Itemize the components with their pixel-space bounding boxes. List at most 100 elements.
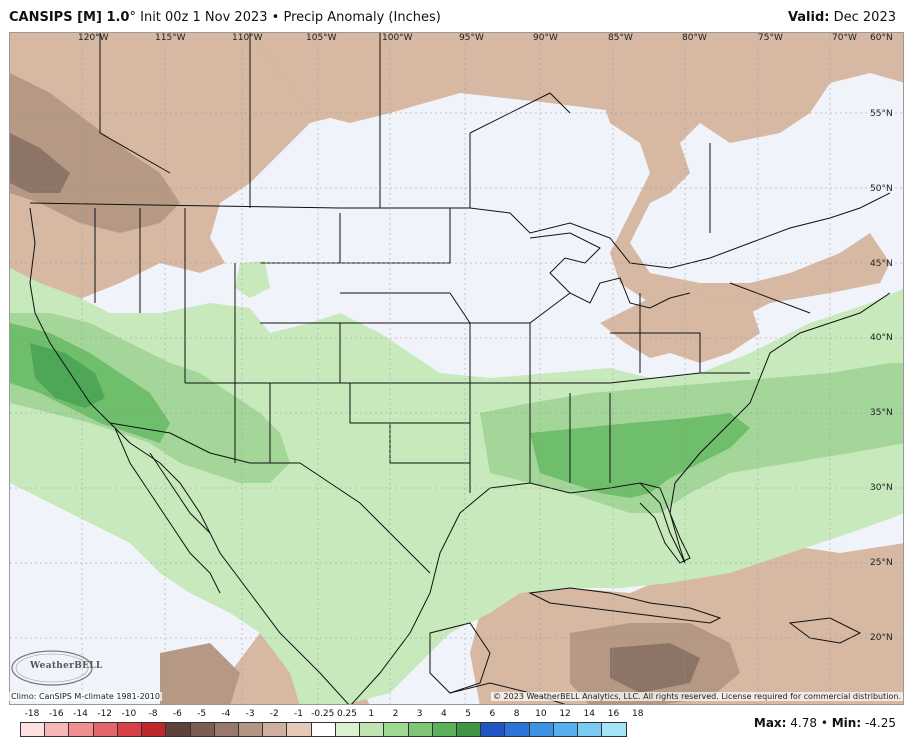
wet-great-plains bbox=[235, 261, 270, 298]
header-bar: CANSIPS [M] 1.0° Init 00z 1 Nov 2023 • P… bbox=[0, 0, 913, 32]
lat-label: 45°N bbox=[870, 259, 893, 269]
legend-tick-label: -0.25 bbox=[311, 709, 335, 719]
legend-tick-label: 6 bbox=[489, 709, 496, 719]
lat-label: 40°N bbox=[870, 333, 893, 343]
lon-label: 105°W bbox=[306, 33, 337, 43]
legend-tick-label: 12 bbox=[559, 709, 571, 719]
baja-california bbox=[114, 427, 221, 594]
legend-tick-label: 14 bbox=[583, 709, 596, 719]
wet-arizona bbox=[190, 393, 245, 433]
legend-tick-label: 0.25 bbox=[336, 709, 358, 719]
map-title: CANSIPS [M] 1.0° Init 00z 1 Nov 2023 • P… bbox=[9, 10, 441, 25]
legend-swatch bbox=[21, 723, 46, 736]
lon-label: 80°W bbox=[682, 33, 707, 43]
legend-tick-label: 8 bbox=[513, 709, 520, 719]
legend-tick-label: 16 bbox=[607, 709, 620, 719]
max-min-stats: Max: 4.78 • Min: -4.25 bbox=[754, 716, 896, 730]
legend-swatch bbox=[142, 723, 167, 736]
dry-caribbean-darker bbox=[610, 643, 700, 693]
legend-tick-label: 5 bbox=[465, 709, 471, 719]
init-info: Init 00z 1 Nov 2023 • Precip Anomaly (In… bbox=[135, 10, 441, 25]
lon-label: 115°W bbox=[155, 33, 186, 43]
legend-swatch bbox=[456, 723, 482, 736]
copyright-note: © 2023 WeatherBELL Analytics, LLC. All r… bbox=[491, 692, 903, 701]
lon-label: 95°W bbox=[459, 33, 484, 43]
valid-label: Valid: bbox=[787, 10, 830, 25]
weatherbell-logo: WeatherBELL bbox=[10, 648, 102, 688]
max-label: Max: bbox=[753, 716, 787, 730]
legend-tick-label: 2 bbox=[392, 709, 399, 719]
lon-label: 100°W bbox=[382, 33, 413, 43]
stats-separator: • bbox=[817, 716, 832, 730]
logo-text: WeatherBELL bbox=[30, 661, 103, 671]
legend-tick-label: 18 bbox=[632, 709, 644, 719]
political-boundaries bbox=[29, 33, 891, 704]
legend-swatch bbox=[190, 723, 215, 736]
legend-tick-label: -2 bbox=[269, 709, 279, 719]
lon-label: 85°W bbox=[608, 33, 633, 43]
legend-colorbar bbox=[20, 722, 628, 737]
wet-west-darker bbox=[30, 343, 105, 408]
cuba bbox=[528, 587, 722, 624]
florida bbox=[639, 482, 691, 564]
legend-swatch bbox=[93, 723, 118, 736]
us-mexico-border bbox=[109, 422, 431, 574]
valid-date: Valid: Dec 2023 bbox=[788, 10, 896, 25]
legend-swatch bbox=[263, 723, 288, 736]
dry-mexico-coast bbox=[160, 643, 240, 704]
lon-label: 75°W bbox=[758, 33, 783, 43]
lat-label: 55°N bbox=[870, 109, 893, 119]
legend-tick-label: -4 bbox=[221, 709, 231, 719]
lat-label: 60°N bbox=[870, 33, 893, 43]
legend-swatch bbox=[238, 723, 264, 736]
legend-tick-label: 1 bbox=[368, 709, 375, 719]
legend-tick-label: -5 bbox=[197, 709, 207, 719]
max-value: 4.78 bbox=[786, 716, 817, 730]
great-lakes bbox=[529, 232, 691, 309]
dry-canada-west bbox=[10, 33, 385, 313]
legend-swatch bbox=[481, 723, 506, 736]
legend-swatch bbox=[69, 723, 94, 736]
dry-hudson bbox=[600, 33, 903, 333]
valid-value: Dec 2023 bbox=[829, 10, 896, 25]
legend-swatch bbox=[602, 723, 627, 736]
atlantic-coastline bbox=[674, 292, 891, 484]
legend-tick-label: -10 bbox=[121, 709, 137, 719]
legend-swatch bbox=[505, 723, 530, 736]
lon-label: 90°W bbox=[533, 33, 558, 43]
legend-swatch bbox=[311, 723, 336, 736]
legend-tick-label: 3 bbox=[416, 709, 423, 719]
legend-tick-label: 4 bbox=[441, 709, 447, 719]
min-label: Min: bbox=[831, 716, 862, 730]
lon-label: 70°W bbox=[832, 33, 857, 43]
dry-northwest-darker bbox=[10, 133, 70, 193]
legend-tick-label: -18 bbox=[24, 709, 40, 719]
legend-swatch bbox=[45, 723, 70, 736]
wet-southeast-dark bbox=[530, 413, 750, 498]
pacific-coastline bbox=[29, 207, 349, 704]
yucatan bbox=[429, 622, 491, 694]
degree-symbol: ° bbox=[129, 10, 136, 25]
lat-label: 20°N bbox=[870, 633, 893, 643]
legend-tick-label: -6 bbox=[172, 709, 182, 719]
legend-swatch bbox=[578, 723, 603, 736]
legend-swatch bbox=[360, 723, 385, 736]
legend-tick-label: -1 bbox=[294, 709, 304, 719]
lat-label: 35°N bbox=[870, 408, 893, 418]
map-panel[interactable]: 120°W 115°W 110°W 105°W 100°W 95°W 90°W … bbox=[9, 32, 904, 705]
lon-label: 110°W bbox=[232, 33, 263, 43]
legend-tick-label: -14 bbox=[73, 709, 88, 719]
lat-label: 50°N bbox=[870, 184, 893, 194]
legend-swatch bbox=[166, 723, 191, 736]
legend-swatch bbox=[529, 723, 554, 736]
legend-tick-label: 10 bbox=[535, 709, 547, 719]
legend-swatch bbox=[553, 723, 579, 736]
legend-swatch bbox=[117, 723, 143, 736]
wet-anomaly-regions bbox=[10, 261, 903, 704]
legend-tick-label: -12 bbox=[97, 709, 113, 719]
dry-canada-north bbox=[250, 33, 650, 123]
legend-swatch bbox=[214, 723, 239, 736]
color-legend: -18 -16 -14 -12 -10 -8 -6 -5 -4 -3 -2 -1 -0.25 0.25 1 2… bbox=[20, 709, 680, 749]
min-value: -4.25 bbox=[861, 716, 896, 730]
lat-label: 25°N bbox=[870, 558, 893, 568]
